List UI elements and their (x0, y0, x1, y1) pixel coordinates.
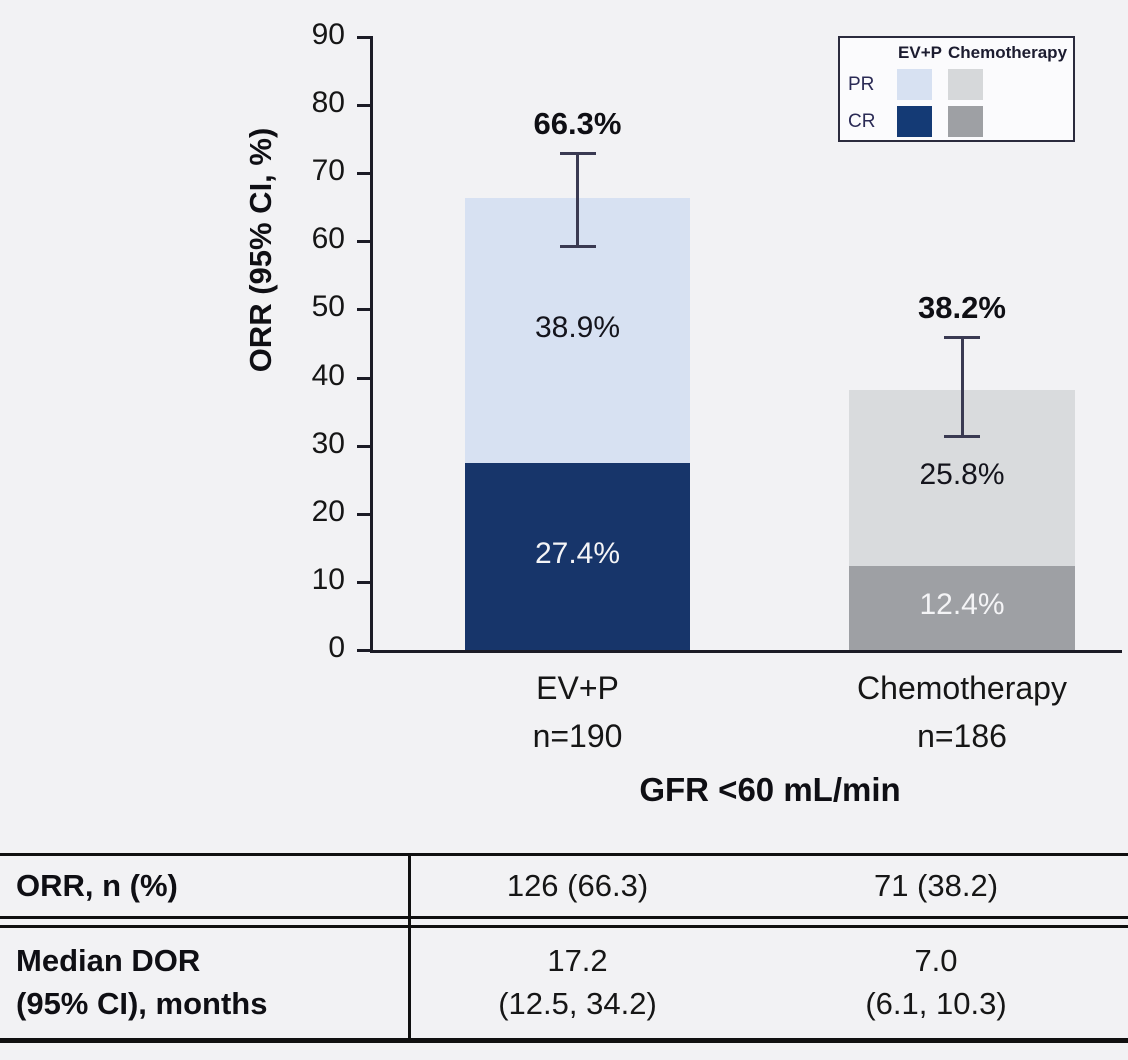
y-tick (357, 36, 370, 39)
y-tick (357, 376, 370, 380)
error-bar-chemo (960, 337, 964, 437)
y-tick (357, 444, 370, 448)
y-tick-label: 10 (311, 562, 345, 596)
y-tick (357, 104, 370, 108)
table-cell-orr-chemo: 71 (38.2) (873, 867, 999, 903)
table-cell-dor-evp: 17.2 (12.5, 34.2) (498, 943, 657, 1021)
segment-label-chemo-cr: 12.4% (919, 587, 1005, 621)
bar-segment-evp-cr (465, 463, 690, 650)
legend-swatch-evp-cr (897, 106, 932, 137)
legend: EV+P Chemotherapy PR CR (838, 36, 1075, 142)
y-axis-line (370, 36, 373, 653)
summary-table: ORR, n (%) 126 (66.3) 71 (38.2) Median D… (0, 853, 1128, 1043)
table-row-orr: ORR, n (%) 126 (66.3) 71 (38.2) (0, 856, 1128, 919)
y-tick-label: 60 (311, 222, 345, 256)
table-cell-orr-evp: 126 (66.3) (506, 867, 649, 903)
legend-row-cr-label: CR (848, 110, 876, 132)
y-tick-label: 0 (328, 631, 345, 664)
segment-label-evp-pr: 38.9% (534, 310, 621, 344)
table-cell-dor-chemo: 7.0 (6.1, 10.3) (865, 943, 1007, 1021)
y-tick (357, 240, 370, 244)
table-row-orr-label: ORR, n (%) (16, 867, 178, 903)
total-label-evp: 66.3% (533, 105, 622, 141)
plot-area: 0 10 20 30 40 50 60 70 80 90 27.4% 38.9% 66.3% EV+P n=… (311, 18, 1122, 754)
y-tick (357, 580, 370, 584)
legend-column-evp: EV+P (898, 43, 942, 62)
y-tick-label: 80 (311, 86, 345, 120)
legend-column-chemotherapy: Chemotherapy (948, 43, 1068, 62)
y-tick-label: 30 (311, 426, 345, 460)
x-group-label-chemo: Chemotherapy (857, 670, 1067, 706)
error-bar-cap-top-chemo (944, 336, 980, 340)
segment-label-chemo-pr: 25.8% (919, 457, 1005, 491)
x-axis-title: GFR <60 mL/min (639, 771, 901, 808)
error-bar-evp (576, 152, 579, 247)
y-tick (357, 649, 370, 652)
error-bar-cap-bottom-evp (559, 244, 596, 248)
legend-swatch-chemo-pr (948, 69, 983, 100)
error-bar-cap-bottom-chemo (944, 434, 980, 438)
y-tick-label: 50 (311, 290, 345, 324)
y-tick-label: 20 (311, 494, 345, 528)
x-axis-line (370, 650, 1122, 653)
total-label-chemo: 38.2% (918, 290, 1006, 326)
table-column-divider (408, 856, 411, 1038)
legend-row-pr-label: PR (848, 73, 875, 95)
legend-swatch-evp-pr (897, 69, 932, 100)
y-tick-label: 90 (311, 18, 345, 51)
x-group-sublabel-chemo: n=186 (917, 718, 1007, 754)
y-tick (357, 172, 370, 176)
segment-label-evp-cr: 27.4% (534, 536, 621, 570)
legend-swatch-chemo-cr (948, 106, 983, 137)
y-tick (357, 512, 370, 516)
y-tick (357, 308, 370, 312)
table-row-dor: Median DOR (95% CI), months 17.2 (12.5, … (0, 925, 1128, 1038)
error-bar-cap-top-evp (559, 151, 596, 155)
bar-segment-chemo-cr (849, 565, 1075, 650)
y-tick-label: 40 (311, 358, 345, 392)
x-group-label-evp: EV+P (536, 670, 619, 706)
table-row-dor-label: Median DOR (95% CI), months (16, 943, 268, 1021)
x-group-sublabel-evp: n=190 (532, 718, 623, 754)
y-tick-label: 70 (311, 154, 345, 188)
